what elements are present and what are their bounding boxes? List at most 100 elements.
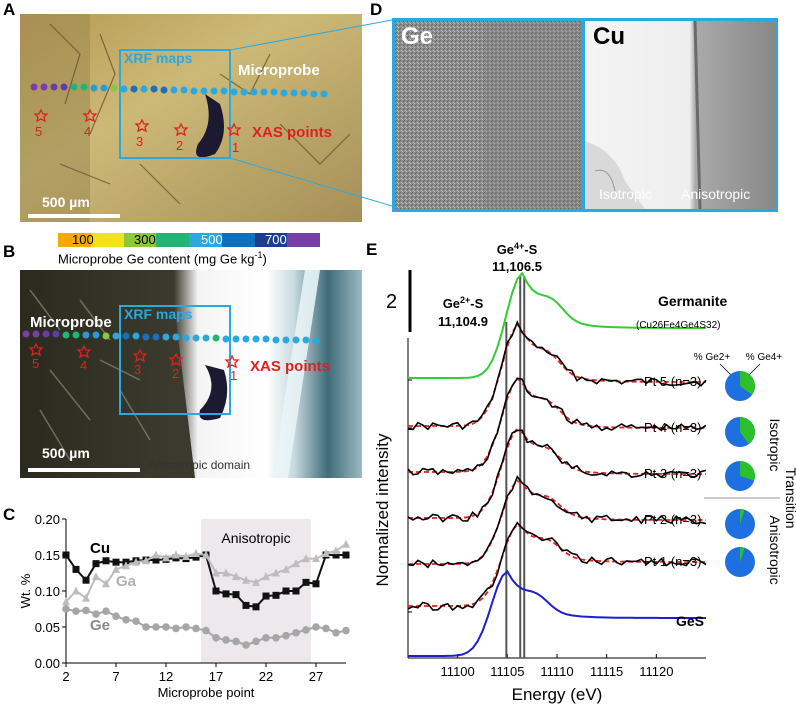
data-point-cu	[232, 591, 240, 599]
pie-ge2-label: % Ge2+	[694, 352, 731, 363]
data-point-ga	[312, 554, 320, 563]
scale-bar-label-a: 500 µm	[42, 194, 90, 210]
pie-ge4-pointer	[747, 363, 761, 377]
data-point-ge	[212, 634, 220, 642]
pie-ge4-slice	[740, 371, 756, 395]
data-point-ge	[112, 612, 120, 620]
xas-point-5-b: 5	[32, 356, 40, 371]
data-point-ge	[142, 623, 150, 631]
y-tick-label: 0.05	[35, 620, 60, 635]
ge-scale-swatch	[90, 233, 124, 247]
data-point-ge	[252, 637, 260, 646]
data-point-cu	[112, 558, 120, 566]
data-point-ge	[102, 607, 110, 615]
data-point-ga	[242, 575, 250, 584]
side-label-isotropic: Isotropic	[767, 419, 783, 472]
data-point-ga	[272, 568, 280, 577]
intensity-scale-label: 2	[386, 291, 397, 313]
x-tick-label: 17	[209, 669, 223, 684]
data-point-ga	[262, 572, 270, 581]
pie-ge4-slice	[740, 547, 745, 562]
micrograph-b: XRF maps Microprobe XAS points 5 4 3 2 1…	[20, 270, 362, 478]
ges-label: GeS	[676, 613, 704, 629]
xas-point-1-a: 1	[232, 140, 240, 155]
micrograph-b-image	[20, 270, 362, 478]
data-point-cu	[72, 565, 80, 573]
data-point-cu	[292, 587, 300, 595]
data-point-ga	[112, 564, 120, 573]
shaded-region-label: Anisotropic	[221, 530, 290, 546]
data-point-ge	[122, 616, 130, 624]
data-point-ge	[172, 624, 180, 633]
side-label-transition: Transition	[783, 468, 796, 529]
germanite-spectrum	[408, 271, 706, 379]
data-point-ge	[342, 626, 350, 635]
xas-point-2-a: 2	[176, 138, 184, 153]
y-tick-label: 0.10	[35, 584, 60, 599]
data-point-cu	[152, 556, 160, 564]
data-point-ge	[222, 636, 230, 644]
data-point-ge	[202, 626, 210, 635]
xas-point-2-b: 2	[172, 366, 180, 381]
xas-points-label-a: XAS points	[252, 124, 333, 141]
isotropic-label: Isotropic	[599, 186, 652, 202]
data-point-ge	[82, 606, 90, 615]
ge-scale-swatch	[58, 233, 91, 247]
y-tick-label: 0.15	[35, 548, 60, 563]
x-tick-label: 11120	[639, 664, 673, 679]
pie-ge4-slice	[740, 509, 745, 524]
ge-scale-tick: 700	[265, 232, 287, 247]
data-point-ga	[232, 572, 240, 581]
micrograph-a: XRF maps Microprobe XAS points 5 4 3 2 1…	[20, 14, 362, 222]
spectrum-label: Pt 3 (n=3)	[644, 466, 701, 481]
spectrum-label: Pt 2 (n=3)	[644, 512, 701, 527]
ge-scale-swatch	[254, 233, 288, 247]
data-point-ge	[62, 605, 70, 613]
y-tick-label: 0.00	[35, 656, 60, 671]
data-point-ga	[182, 551, 190, 560]
measured-spectrum	[407, 521, 707, 612]
data-point-ga	[132, 557, 140, 566]
data-point-ga	[322, 549, 330, 558]
xas-point-3-b: 3	[134, 362, 142, 377]
xas-stars-a	[33, 108, 242, 137]
data-point-ga	[142, 556, 150, 565]
data-point-ga	[342, 539, 350, 548]
pie-ge2-pointer	[719, 363, 733, 377]
xas-point-4-b: 4	[80, 358, 88, 373]
ge-color-scale	[58, 233, 320, 247]
data-point-ge	[132, 617, 140, 626]
series-label-ga: Ga	[116, 573, 137, 590]
y-axis-label: Normalized intensity	[373, 433, 392, 587]
xrf-map-cu-title: Cu	[593, 23, 625, 50]
spectrum-label: Pt 5 (n=3)	[644, 374, 701, 389]
data-point-ga	[82, 593, 90, 602]
panel-label-e: E	[366, 240, 378, 259]
pie-ge4-label: % Ge4+	[746, 352, 783, 363]
spectrum-label: Pt 1 (n=3)	[644, 554, 701, 569]
data-point-ge	[192, 624, 200, 633]
data-point-ga	[192, 549, 200, 558]
ge-scale-ticks: 100 300 500 700	[58, 232, 320, 247]
x-tick-label: 11100	[441, 664, 475, 679]
data-point-cu	[192, 553, 200, 561]
data-point-ge	[282, 631, 290, 640]
ge4-energy: 11,106.5	[492, 259, 542, 274]
xrf-maps-label-a: XRF maps	[124, 50, 193, 66]
germanite-formula: (Cu26Fe4Ge4S32)	[636, 320, 721, 331]
data-point-cu	[212, 587, 220, 595]
data-point-ga	[152, 550, 160, 559]
data-point-ge	[312, 623, 320, 631]
microprobe-label-a: Microprobe	[238, 62, 320, 79]
series-label-ge: Ge	[90, 617, 110, 634]
data-point-ga	[252, 577, 260, 586]
y-tick-label: 0.20	[35, 512, 60, 527]
data-point-ga	[302, 554, 310, 563]
data-point-cu	[302, 578, 310, 586]
measured-spectrum	[407, 429, 707, 523]
data-point-cu	[102, 557, 110, 565]
data-point-ge	[242, 641, 250, 649]
x-tick-label: 11115	[590, 664, 623, 679]
x-tick-label: 11105	[490, 664, 524, 679]
